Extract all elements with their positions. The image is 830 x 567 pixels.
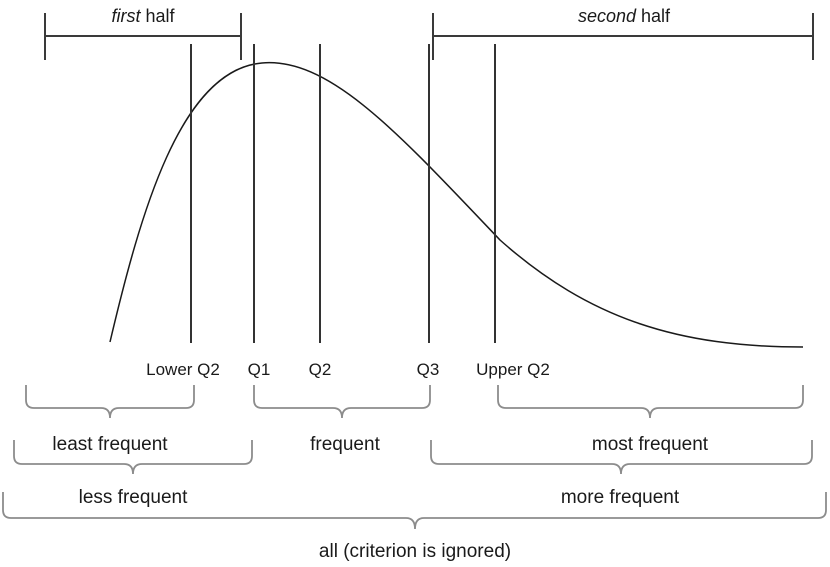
second-half-label: second half: [578, 6, 671, 26]
frequent-label: frequent: [310, 434, 380, 455]
more-frequent-brace: [430, 440, 813, 475]
upper-q2-label: Upper Q2: [476, 360, 550, 379]
all-label: all (criterion is ignored): [319, 541, 511, 562]
least-frequent-brace: [25, 385, 195, 419]
frequent-brace: [253, 385, 431, 419]
least-frequent-label: least frequent: [52, 434, 168, 455]
q1-label: Q1: [248, 360, 271, 379]
less-frequent-brace: [13, 440, 253, 475]
q2-label: Q2: [309, 360, 332, 379]
most-frequent-brace: [497, 385, 804, 419]
less-frequent-label: less frequent: [79, 487, 189, 508]
more-frequent-label: more frequent: [561, 487, 680, 508]
distribution-curve: [109, 62, 804, 348]
most-frequent-label: most frequent: [592, 434, 709, 455]
first-half-label: first half: [111, 6, 175, 26]
second-half-bar: [432, 13, 814, 60]
q3-label: Q3: [417, 360, 440, 379]
lower-q2-label: Lower Q2: [146, 360, 220, 379]
first-half-bar: [44, 13, 242, 60]
all-brace: [2, 492, 827, 530]
